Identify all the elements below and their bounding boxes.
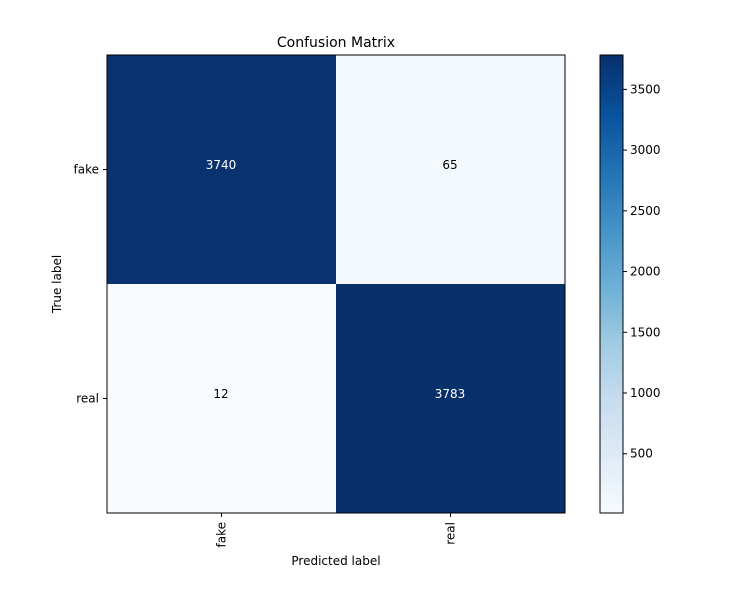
- matrix-cell: [107, 284, 336, 513]
- colorbar-tick-label: 2500: [630, 204, 661, 218]
- y-tick-label: real: [76, 392, 99, 406]
- colorbar-tick-label: 2000: [630, 265, 661, 279]
- chart-title: Confusion Matrix: [277, 35, 395, 51]
- colorbar-tick-label: 3000: [630, 143, 661, 157]
- matrix-cells: [107, 55, 565, 513]
- colorbar-tick-label: 3500: [630, 82, 661, 96]
- cell-value-label: 65: [442, 158, 457, 172]
- y-axis-label: True label: [50, 255, 64, 314]
- plot-frame: [106, 54, 566, 514]
- x-tick-label: real: [444, 522, 458, 545]
- cell-value-label: 3783: [435, 387, 466, 401]
- colorbar-tick-label: 500: [630, 447, 653, 461]
- colorbar-tick-label: 1000: [630, 386, 661, 400]
- matrix-cell-labels: 3740 65 12 3783: [206, 158, 466, 401]
- colorbar: [599, 54, 624, 514]
- cell-value-label: 3740: [206, 158, 237, 172]
- cell-value-label: 12: [213, 387, 228, 401]
- y-axis-ticks: fake real: [74, 163, 107, 406]
- x-tick-label: fake: [215, 522, 229, 547]
- matrix-cell: [336, 284, 565, 513]
- y-tick-label: fake: [74, 163, 99, 177]
- matrix-cell: [107, 55, 336, 284]
- colorbar-ticks: 500 1000 1500 2000 2500 3000 3500: [623, 82, 661, 461]
- matrix-cell: [336, 55, 565, 284]
- colorbar-tick-label: 1500: [630, 325, 661, 339]
- x-axis-ticks: fake real: [215, 513, 458, 547]
- x-axis-label: Predicted label: [291, 554, 380, 568]
